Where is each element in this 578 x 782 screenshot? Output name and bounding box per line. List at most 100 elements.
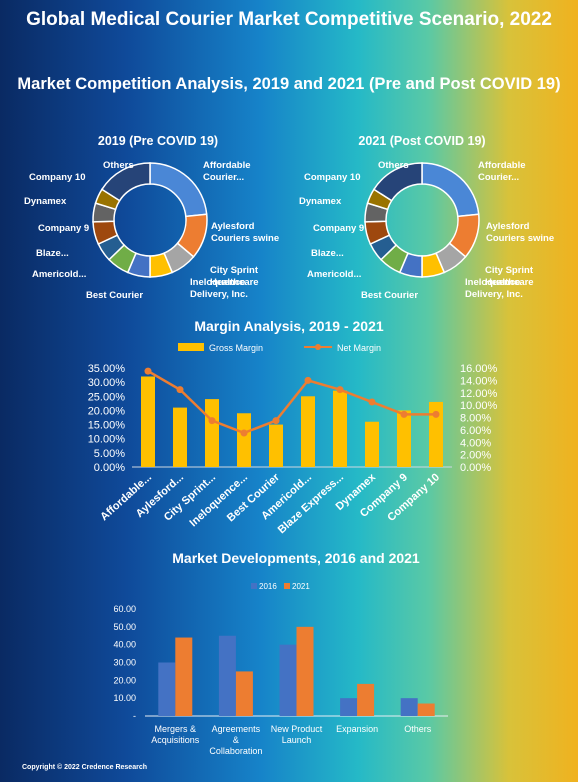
legend-2021-swatch [284, 583, 290, 589]
margin-left-tick-4: 20.00% [88, 405, 126, 417]
developments-tick-5: 50.00 [113, 622, 136, 632]
donut-2021-label-aylesford-couriers-swine: Aylesford [486, 221, 530, 232]
donut-2021-label-company-10: Company 10 [304, 172, 361, 183]
margin-left-tick-3: 15.00% [88, 420, 126, 432]
developments-category-others: Others [404, 724, 432, 734]
developments-category-new-product-launch: New Product [271, 724, 323, 734]
bar-2016-expansion [340, 698, 358, 716]
donut-2019-label-aylesford-couriers-swine-line2: Couriers swine [211, 233, 279, 244]
bar-2021-expansion [357, 683, 375, 716]
net-margin-point-americold [304, 376, 312, 384]
gross-margin-bar-affordable [141, 376, 155, 467]
margin-right-tick-7: 14.00% [460, 375, 498, 387]
margin-right-tick-4: 8.00% [460, 413, 491, 425]
margin-chart-title: Margin Analysis, 2019 - 2021 [194, 318, 384, 334]
donut-2021-label-best-courier: Best Courier [361, 290, 418, 301]
developments-category-agreements-collaboration: Agreements [212, 724, 261, 734]
margin-right-tick-0: 0.00% [460, 462, 491, 474]
donut-2019-slice-others [100, 162, 151, 202]
donut-2019-label-ineloquence-delivery-inc-line2: Delivery, Inc. [190, 289, 248, 300]
legend-2016-label: 2016 [259, 582, 277, 591]
donut-2019-label-company-10: Company 10 [29, 172, 86, 183]
legend-2016-swatch [251, 583, 257, 589]
developments-tick-3: 30.00 [113, 658, 136, 668]
page-title: Global Medical Courier Market Competitiv… [0, 8, 578, 31]
donut-2021-slice-others [372, 162, 423, 202]
bar-2016-mergers-acquisitions [158, 662, 176, 716]
donut-2021-label-city-sprint-healthcare: City Sprint [485, 265, 534, 276]
donut-2021-label-company-9: Company 9 [313, 223, 364, 234]
net-margin-point-dynamex [368, 398, 376, 406]
donut-2019-label-others: Others [103, 160, 134, 171]
bar-2016-agreements-collaboration [218, 635, 236, 716]
donut-2019-label-americold: Americold... [32, 269, 86, 280]
bar-2021-new-product-launch [296, 626, 314, 716]
margin-left-tick-7: 35.00% [88, 363, 126, 375]
section-title-competition: Market Competition Analysis, 2019 and 20… [0, 74, 578, 95]
legend-gross-margin-swatch [178, 343, 204, 351]
developments-category-agreements-collaboration-line2: & [233, 735, 239, 745]
gross-margin-bar-americold [301, 396, 315, 467]
donut-2019-label-dynamex: Dynamex [24, 196, 67, 207]
donut-2021-label-blaze: Blaze... [311, 248, 344, 259]
donut-2021-label-ineloquence-delivery-inc-line2: Delivery, Inc. [465, 289, 523, 300]
margin-right-tick-1: 2.00% [460, 450, 491, 462]
donut-2019-label-blaze: Blaze... [36, 248, 69, 259]
copyright-footer: Copyright © 2022 Credence Research [22, 764, 147, 771]
bar-2021-mergers-acquisitions [175, 637, 193, 716]
margin-left-tick-1: 5.00% [94, 448, 125, 460]
donut-2021-label-aylesford-couriers-swine-line2: Couriers swine [486, 233, 554, 244]
donut-2019-title: 2019 (Pre COVID 19) [98, 134, 218, 148]
legend-net-margin-marker [315, 344, 321, 350]
donut-2019-label-city-sprint-healthcare: City Sprint [210, 265, 259, 276]
legend-2021-label: 2021 [292, 582, 310, 591]
net-margin-point-affordable [144, 367, 152, 375]
donut-2021-slice-affordable-courier [421, 162, 480, 218]
donut-2019-label-company-9: Company 9 [38, 223, 89, 234]
margin-right-tick-3: 6.00% [460, 425, 491, 437]
developments-tick-6: 60.00 [113, 604, 136, 614]
bar-2021-agreements-collaboration [235, 671, 253, 716]
donut-2019-label-affordable-courier: Affordable [203, 160, 251, 171]
net-margin-point-city-sprint [208, 417, 216, 425]
bar-2016-new-product-launch [279, 644, 297, 716]
donut-2021-title: 2021 (Post COVID 19) [358, 134, 485, 148]
margin-right-tick-5: 10.00% [460, 400, 498, 412]
developments-chart-title: Market Developments, 2016 and 2021 [172, 550, 420, 566]
developments-category-new-product-launch-line2: Launch [282, 735, 312, 745]
donut-2021-label-ineloquence-delivery-inc: Ineloquence [465, 277, 520, 288]
donut-2021-label-city-sprint-healthcare-line2: Healthcare [485, 277, 534, 288]
page-title-text: Global Medical Courier Market Competitiv… [26, 9, 552, 30]
donut-2021-label-affordable-courier: Affordable [478, 160, 526, 171]
donut-2021-label-americold: Americold... [307, 269, 361, 280]
gross-margin-bar-ineloquence [237, 413, 251, 467]
donut-2019-label-ineloquence-delivery-inc: Ineloquence [190, 277, 245, 288]
developments-tick-4: 40.00 [113, 640, 136, 650]
net-margin-point-aylesford [176, 386, 184, 394]
margin-left-tick-6: 30.00% [88, 377, 126, 389]
developments-tick-0: - [133, 711, 136, 721]
net-margin-point-blaze-express [336, 386, 344, 394]
developments-category-expansion: Expansion [336, 724, 378, 734]
gross-margin-bar-best-courier [269, 424, 283, 467]
net-margin-point-company-10 [432, 410, 440, 418]
margin-right-tick-6: 12.00% [460, 388, 498, 400]
net-margin-point-ineloquence [240, 429, 248, 437]
developments-tick-2: 20.00 [113, 675, 136, 685]
donut-2019-label-city-sprint-healthcare-line2: Healthcare [210, 277, 259, 288]
gross-margin-bar-city-sprint [205, 399, 219, 467]
donut-2021-label-dynamex: Dynamex [299, 196, 342, 207]
net-margin-line [147, 370, 436, 435]
donut-2019-label-aylesford-couriers-swine: Aylesford [211, 221, 255, 232]
gross-margin-bar-aylesford [173, 407, 187, 467]
developments-category-mergers-acquisitions: Mergers & [155, 724, 197, 734]
net-margin-point-company-9 [400, 410, 408, 418]
legend-net-margin-label: Net Margin [337, 343, 381, 353]
donut-2019-slice-affordable-courier [149, 162, 208, 218]
net-margin-point-best-courier [272, 417, 280, 425]
margin-left-tick-2: 10.00% [88, 434, 126, 446]
bar-2016-others [400, 698, 418, 716]
developments-category-mergers-acquisitions-line2: Acquisitions [151, 735, 200, 745]
gross-margin-bar-company-9 [397, 410, 411, 467]
